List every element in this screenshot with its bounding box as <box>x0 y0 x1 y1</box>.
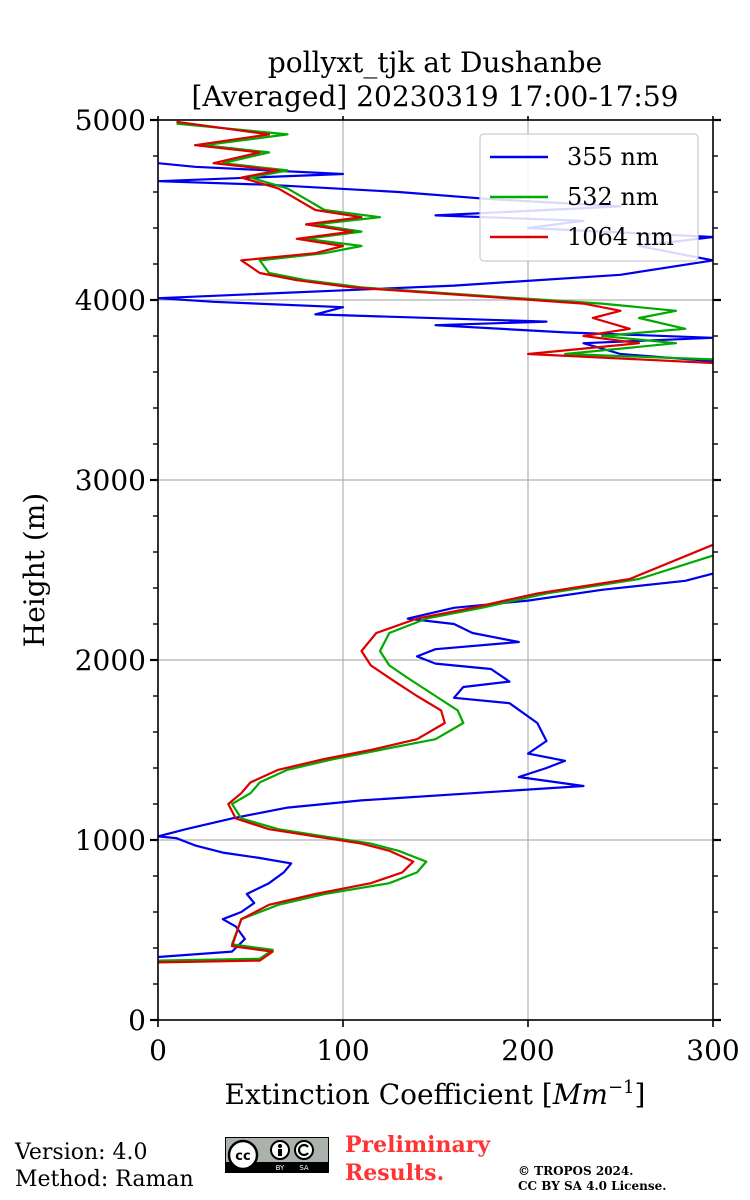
cc-icon <box>227 1139 259 1171</box>
version-text: Version: 4.0 <box>15 1140 148 1165</box>
legend-box <box>479 133 699 262</box>
legend-label-355: 355 nm <box>567 143 659 171</box>
method-text: Method: Raman <box>15 1167 194 1192</box>
y-tick-label: 5000 <box>75 104 146 137</box>
x-tick-label: 100 <box>316 1034 369 1067</box>
series-line-1064-nm <box>158 543 713 964</box>
y-axis-label: Height (m) <box>18 493 51 647</box>
y-tick-label: 1000 <box>75 824 146 857</box>
badge-bottom-band <box>226 1162 328 1172</box>
sa-icon <box>294 1140 314 1160</box>
series-line-532-nm <box>158 554 713 962</box>
by-label: BY <box>276 1164 285 1172</box>
y-tick-label: 4000 <box>75 284 146 317</box>
prelim-line2: Results. <box>345 1160 445 1186</box>
legend: 355 nm 532 nm 1064 nm <box>479 133 699 262</box>
copyright-note: © TROPOS 2024. CC BY SA 4.0 License. <box>518 1164 666 1194</box>
y-tick-label: 3000 <box>75 464 146 497</box>
x-tick-label: 0 <box>149 1034 167 1067</box>
series-line-355-nm <box>158 572 713 959</box>
plot-frame <box>157 119 714 1021</box>
cc-by-sa-badge: cc BY SA <box>225 1137 329 1173</box>
x-tick-label: 300 <box>686 1034 739 1067</box>
extinction-profile-chart: pollyxt_tjk at Dushanbe [Averaged] 20230… <box>18 46 740 1111</box>
y-tick-label: 2000 <box>75 644 146 677</box>
copyright-line2: CC BY SA 4.0 License. <box>518 1179 667 1193</box>
grid-lines <box>158 120 713 1020</box>
x-axis-label: Extinction Coefficient [Mm−1] <box>225 1077 646 1111</box>
prelim-line1: Preliminary <box>345 1132 491 1158</box>
data-series <box>158 120 713 964</box>
sa-label: SA <box>299 1164 309 1172</box>
y-tick-label: 0 <box>128 1004 146 1037</box>
series-line-355-nm-upper <box>158 162 713 363</box>
legend-label-532: 532 nm <box>567 183 659 211</box>
by-icon-head <box>278 1144 282 1148</box>
by-icon-body <box>278 1149 282 1156</box>
chart-title-line2: [Averaged] 20230319 17:00-17:59 <box>192 80 679 113</box>
legend-label-1064: 1064 nm <box>567 223 674 251</box>
chart-title-line1: pollyxt_tjk at Dushanbe <box>268 46 602 79</box>
series-line-1064-nm-upper <box>176 120 713 365</box>
preliminary-results-note: Preliminary Results. <box>345 1131 490 1187</box>
sa-icon-arrow <box>297 1143 309 1157</box>
cc-icon-label: cc <box>235 1149 250 1164</box>
x-tick-label: 200 <box>501 1034 554 1067</box>
copyright-line1: © TROPOS 2024. <box>518 1164 634 1178</box>
